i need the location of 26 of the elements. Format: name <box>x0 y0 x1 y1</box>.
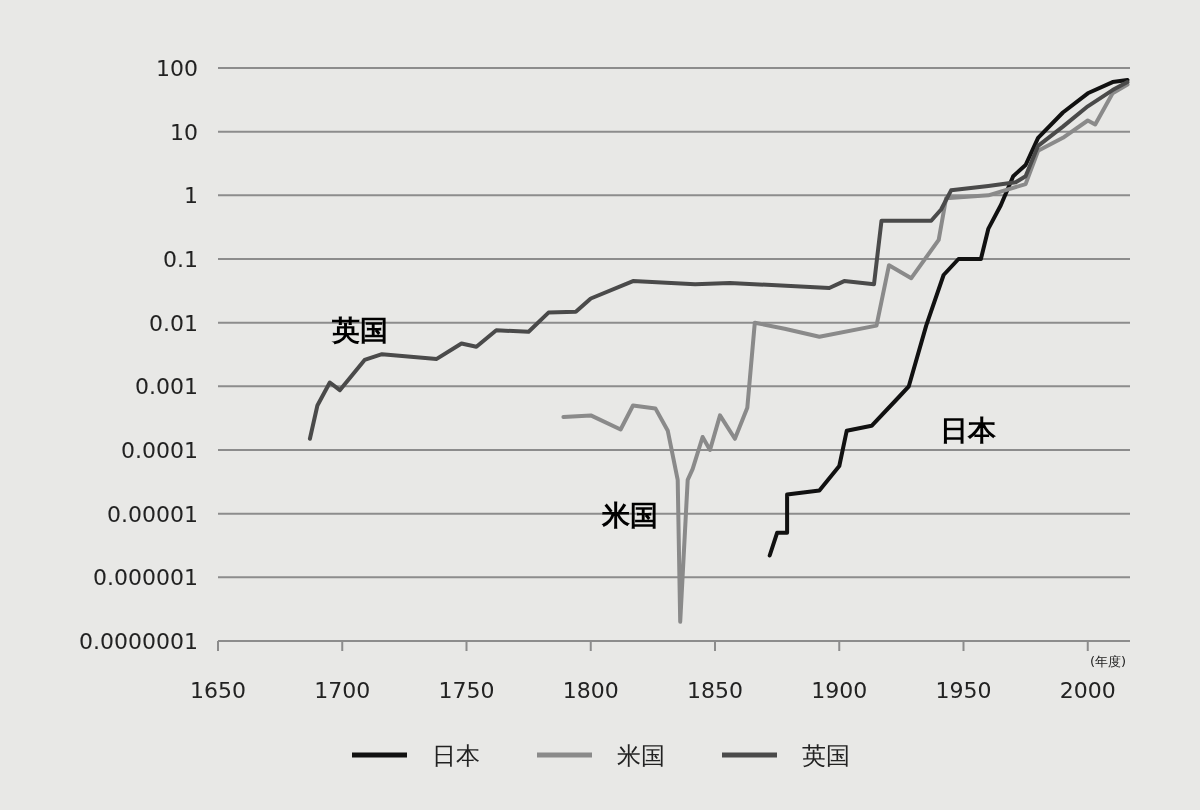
x-axis-title: (年度) <box>1089 654 1127 669</box>
x-tick-label: 1950 <box>935 678 992 703</box>
x-tick-label: 1800 <box>562 678 619 703</box>
legend-label: 英国 <box>802 742 850 770</box>
y-tick-label: 0.000001 <box>93 565 198 591</box>
y-tick-label: 0.0001 <box>121 438 198 463</box>
y-tick-label: 0.01 <box>149 310 198 336</box>
y-tick-label: 100 <box>156 56 198 81</box>
x-tick-label: 2000 <box>1059 678 1116 703</box>
y-tick-label: 0.001 <box>135 374 198 400</box>
legend-label: 日本 <box>432 742 480 770</box>
y-tick-label: 0.1 <box>163 247 198 272</box>
x-tick-label: 1650 <box>190 678 246 703</box>
x-tick-label: 1750 <box>438 678 495 703</box>
line-series <box>767 77 1130 558</box>
legend-label: 米国 <box>617 742 665 770</box>
x-tick-label: 1850 <box>687 678 743 703</box>
annotation: 英国 <box>331 314 388 347</box>
x-tick-label: 1900 <box>811 678 868 703</box>
y-tick-label: 0.0000001 <box>79 629 198 654</box>
y-tick-label: 0.00001 <box>107 501 198 527</box>
y-tick-label: 10 <box>170 119 198 145</box>
annotation: 日本 <box>940 414 997 447</box>
y-tick-label: 1 <box>184 183 198 209</box>
annotation: 米国 <box>601 499 658 532</box>
x-tick-label: 1700 <box>314 678 371 703</box>
